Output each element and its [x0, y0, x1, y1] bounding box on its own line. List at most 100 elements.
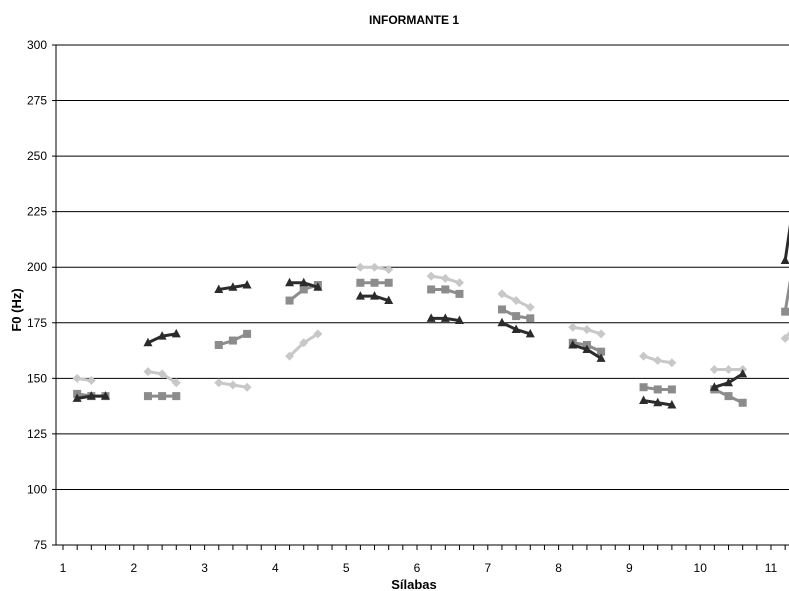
- y-tick-label: 275: [27, 94, 47, 108]
- y-tick-label: 200: [27, 260, 47, 274]
- y-tick-label: 150: [27, 371, 47, 385]
- series-diamond: [72, 262, 789, 392]
- data-point: [738, 398, 747, 407]
- x-tick-label: 9: [626, 561, 633, 575]
- x-tick-label: 3: [201, 561, 208, 575]
- series-square: [73, 278, 789, 407]
- data-point: [370, 291, 380, 300]
- data-point: [525, 302, 535, 312]
- data-point: [158, 392, 167, 401]
- data-point: [596, 353, 606, 362]
- data-point: [639, 383, 648, 392]
- data-point: [171, 328, 181, 338]
- x-tick-label: 4: [272, 561, 279, 575]
- data-point: [667, 385, 676, 394]
- data-point: [724, 364, 734, 374]
- data-point: [667, 400, 677, 409]
- y-axis-label: F0 (Hz): [9, 288, 24, 331]
- data-point: [582, 324, 592, 334]
- data-point: [214, 341, 223, 349]
- data-point: [384, 264, 394, 274]
- gridlines: [56, 44, 789, 490]
- data-point: [497, 305, 506, 314]
- data-point: [86, 376, 96, 386]
- data-point: [497, 317, 507, 327]
- data-point: [214, 378, 224, 388]
- series-triangle: [72, 224, 789, 409]
- data-point: [86, 391, 96, 400]
- data-point: [709, 364, 719, 374]
- x-tick-label: 10: [694, 561, 708, 575]
- data-point: [568, 322, 578, 332]
- data-point: [454, 278, 464, 288]
- data-point: [356, 278, 365, 287]
- data-point: [172, 392, 181, 401]
- y-tick-label: 300: [27, 38, 47, 52]
- data-point: [568, 340, 578, 349]
- data-point: [724, 377, 734, 387]
- x-tick-label: 5: [343, 561, 350, 575]
- data-point: [597, 347, 606, 356]
- data-point: [667, 358, 677, 368]
- data-point: [780, 255, 789, 265]
- y-tick-label: 75: [34, 538, 48, 552]
- data-point: [214, 284, 224, 293]
- data-point: [427, 285, 436, 294]
- data-point: [370, 262, 380, 272]
- data-point: [157, 331, 167, 340]
- data-point: [738, 368, 748, 378]
- x-tick-label: 11: [765, 561, 778, 575]
- data-point: [285, 351, 295, 361]
- data-point: [72, 373, 82, 383]
- data-point: [440, 273, 450, 283]
- data-point: [653, 356, 663, 366]
- data-point: [511, 296, 521, 306]
- data-point: [228, 380, 238, 390]
- data-point: [781, 307, 789, 316]
- data-point: [441, 285, 450, 294]
- series-line: [783, 224, 789, 261]
- data-point: [299, 285, 308, 294]
- series-line: [783, 279, 789, 312]
- y-tick-label: 250: [27, 149, 47, 163]
- data-point: [100, 391, 110, 400]
- data-point: [228, 282, 238, 291]
- x-tick-label: 1: [60, 561, 67, 575]
- chart-title: INFORMANTE 1: [369, 13, 459, 27]
- x-tick-label: 7: [484, 561, 491, 575]
- data-point: [455, 289, 464, 298]
- data-point: [72, 393, 82, 402]
- data-point: [228, 336, 237, 345]
- data-point: [653, 385, 662, 394]
- data-point: [512, 312, 521, 321]
- data-point: [780, 333, 789, 343]
- data-point: [285, 296, 294, 305]
- data-point: [313, 329, 323, 339]
- data-point: [384, 278, 393, 287]
- y-tick-label: 100: [27, 482, 47, 496]
- data-point: [242, 280, 252, 289]
- data-point: [242, 382, 252, 392]
- data-point: [440, 313, 450, 322]
- data-point: [525, 328, 535, 338]
- data-point: [709, 382, 719, 391]
- data-point: [355, 291, 365, 300]
- data-point: [143, 367, 153, 377]
- data-point: [157, 369, 167, 379]
- y-tick-label: 175: [27, 316, 47, 330]
- data-point: [497, 289, 507, 299]
- data-point: [426, 271, 436, 281]
- data-point: [355, 262, 365, 272]
- data-point: [596, 329, 606, 339]
- data-point: [454, 315, 464, 325]
- data-point: [171, 378, 181, 388]
- x-tick-label: 6: [414, 561, 421, 575]
- data-point: [639, 351, 649, 361]
- data-point: [143, 392, 152, 401]
- data-point: [526, 314, 535, 323]
- data-point: [384, 295, 394, 305]
- data-point: [724, 392, 733, 401]
- data-point: [285, 277, 295, 287]
- data-point: [370, 278, 379, 287]
- y-axis: 75 100 125 150 175 200 225 250 275 300: [27, 38, 57, 552]
